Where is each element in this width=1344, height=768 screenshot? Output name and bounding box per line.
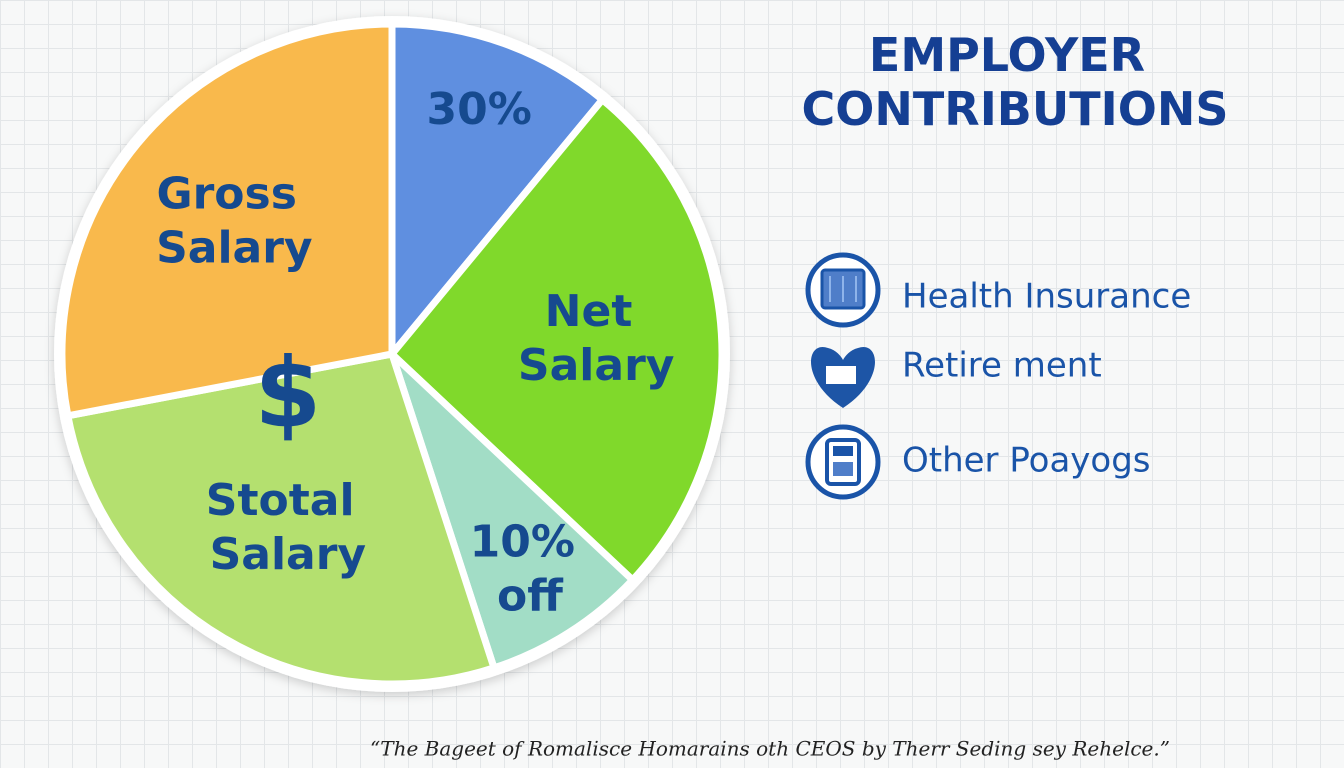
- caption: “The Bageet of Romalisce Homarains oth C…: [370, 737, 1170, 761]
- pie-slice: [388, 96, 726, 584]
- health-icon: [805, 252, 881, 328]
- pie: [58, 20, 726, 688]
- slice-label: 30%: [427, 84, 532, 135]
- other-icon: [805, 424, 881, 500]
- legend-item: Retire ment: [902, 346, 1102, 386]
- legend-title: EMPLOYER CONTRIBUTIONS: [802, 28, 1229, 136]
- dollar-symbol: $: [254, 337, 321, 449]
- slice-label: Stotal Salary: [206, 475, 370, 580]
- slice-label: Gross Salary: [156, 169, 313, 274]
- legend-item: Other Poayogs: [902, 441, 1151, 481]
- pie-slice: [58, 20, 396, 420]
- pie-slice: [388, 20, 606, 358]
- pie-labels: 30% Net Salary 10% off Stotal Salary $ Gross …: [156, 84, 674, 622]
- slice-label: 10% off: [470, 516, 591, 621]
- slice-label: Net Salary: [518, 286, 675, 391]
- pie-slice: [388, 350, 637, 672]
- retirement-icon: [811, 346, 875, 408]
- legend-item: Health Insurance: [902, 277, 1191, 317]
- pie-slice: [64, 350, 498, 688]
